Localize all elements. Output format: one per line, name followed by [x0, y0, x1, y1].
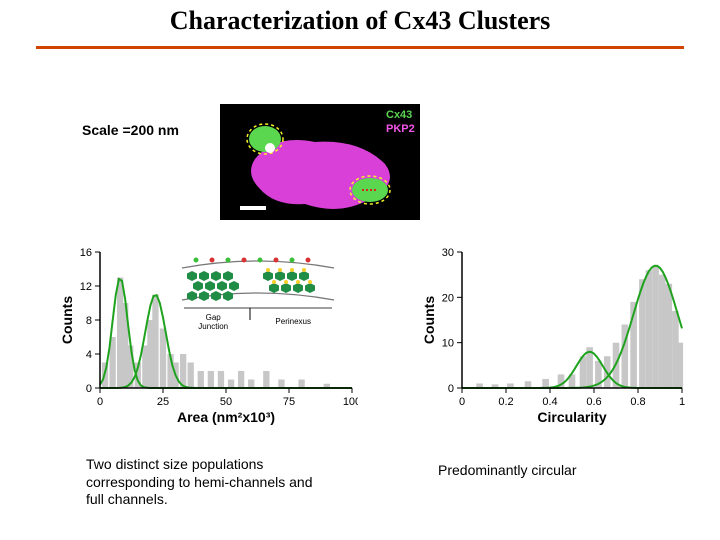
caption-right: Predominantly circular — [438, 462, 678, 480]
svg-text:Area (nm²x10³): Area (nm²x10³) — [177, 409, 275, 425]
area-histogram: 0 25 50 75 100 0 4 8 12 16 Area (nm²x10³) Counts Gap… — [58, 246, 358, 426]
svg-text:0.2: 0.2 — [498, 396, 513, 408]
svg-text:0: 0 — [459, 396, 465, 408]
micrograph-label-cx43: Cx43 — [386, 109, 412, 121]
svg-text:0.4: 0.4 — [542, 396, 557, 408]
svg-text:Counts: Counts — [421, 296, 437, 344]
svg-text:0.6: 0.6 — [586, 396, 601, 408]
svg-text:100: 100 — [343, 396, 358, 408]
svg-text:12: 12 — [80, 281, 92, 293]
svg-text:Gap: Gap — [206, 313, 222, 322]
svg-text:25: 25 — [157, 396, 169, 408]
svg-text:0: 0 — [86, 383, 92, 395]
micrograph: Cx43 PKP2 — [220, 104, 420, 220]
svg-text:16: 16 — [80, 247, 92, 259]
svg-text:20: 20 — [442, 292, 454, 304]
svg-text:Circularity: Circularity — [537, 409, 606, 425]
svg-text:30: 30 — [442, 247, 454, 259]
title-rule — [36, 46, 684, 49]
svg-text:0.8: 0.8 — [630, 396, 645, 408]
svg-text:0: 0 — [97, 396, 103, 408]
micrograph-label-pkp2: PKP2 — [386, 123, 415, 135]
svg-text:4: 4 — [86, 349, 92, 361]
svg-text:50: 50 — [220, 396, 232, 408]
svg-text:0: 0 — [448, 383, 454, 395]
caption-left: Two distinct size populations correspond… — [86, 456, 326, 509]
svg-text:Counts: Counts — [59, 296, 75, 344]
svg-text:75: 75 — [283, 396, 295, 408]
circularity-histogram: 00.20.40.60.810102030CircularityCounts — [420, 246, 688, 426]
scale-label: Scale =200 nm — [82, 122, 179, 138]
svg-text:Perinexus: Perinexus — [275, 317, 311, 326]
page-title: Characterization of Cx43 Clusters — [0, 0, 720, 36]
svg-text:Junction: Junction — [198, 322, 228, 331]
svg-text:10: 10 — [442, 338, 454, 350]
svg-text:1: 1 — [679, 396, 685, 408]
svg-text:8: 8 — [86, 315, 92, 327]
